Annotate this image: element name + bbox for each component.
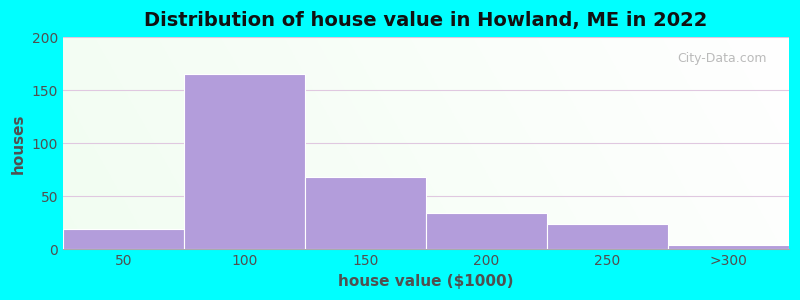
Bar [426,213,547,250]
Bar [668,245,789,250]
Bar [63,229,184,250]
Text: City-Data.com: City-Data.com [678,52,767,65]
X-axis label: house value ($1000): house value ($1000) [338,274,514,289]
Y-axis label: houses: houses [11,113,26,174]
Bar [305,177,426,250]
Title: Distribution of house value in Howland, ME in 2022: Distribution of house value in Howland, … [144,11,707,30]
Bar [184,74,305,250]
Bar [547,224,668,250]
